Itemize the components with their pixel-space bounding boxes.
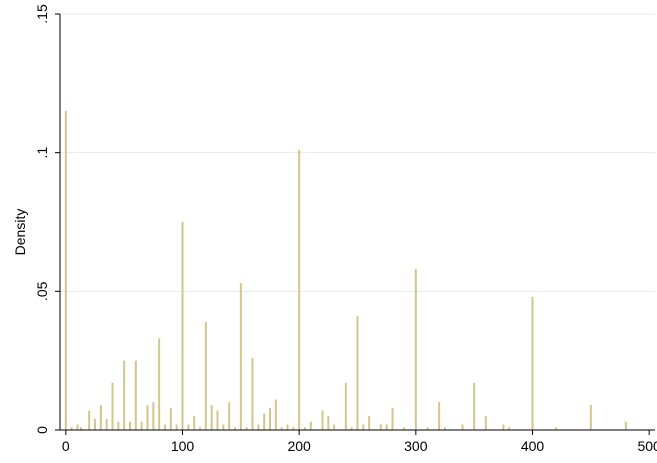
y-axis-ticks: 0 .05 .1 .15 [34, 4, 60, 434]
bar [152, 402, 155, 430]
bar [403, 427, 406, 430]
bar [169, 407, 172, 430]
bar [379, 424, 382, 430]
x-tick-label: 200 [287, 438, 311, 454]
bar [129, 421, 131, 430]
bar [263, 413, 266, 430]
x-tick-label: 400 [521, 438, 545, 454]
bar [222, 424, 225, 430]
bar [531, 296, 534, 430]
bar [473, 382, 476, 430]
bar [368, 416, 371, 430]
x-tick-label: 0 [62, 438, 70, 454]
bar [350, 427, 353, 430]
bar [385, 424, 388, 430]
bar [105, 418, 108, 430]
bar [344, 382, 347, 430]
bar [80, 427, 82, 430]
bar [292, 427, 295, 430]
bar [199, 427, 201, 430]
x-tick-label: 300 [404, 438, 428, 454]
bar [123, 360, 126, 430]
grid-lines [60, 13, 655, 292]
bar [362, 424, 365, 430]
bar [187, 424, 190, 430]
bar [589, 405, 592, 430]
bar [99, 405, 102, 430]
y-tick-label: 0 [34, 426, 50, 434]
bar [280, 427, 283, 430]
y-tick-label: .15 [34, 4, 50, 24]
bar [508, 427, 511, 430]
bar [502, 424, 505, 430]
bar [140, 421, 143, 430]
bar [94, 418, 96, 430]
bar [309, 421, 312, 430]
bar [228, 402, 231, 430]
bar [117, 421, 120, 430]
bar [333, 424, 336, 430]
bar [181, 222, 184, 430]
y-tick-label: .05 [34, 281, 50, 301]
bar [245, 427, 248, 430]
bar [210, 405, 213, 430]
y-axis-title: Density [12, 209, 28, 256]
y-tick-label: .1 [34, 147, 50, 159]
bars [64, 111, 627, 431]
bar [298, 149, 301, 431]
bar [391, 407, 394, 430]
bar [257, 424, 260, 430]
x-tick-label: 500 [637, 438, 657, 454]
bar [251, 357, 254, 430]
bar [484, 416, 487, 430]
bar [274, 399, 277, 430]
bar [64, 111, 67, 431]
bar [216, 410, 219, 430]
bar [134, 360, 137, 430]
bar [438, 402, 441, 430]
bar [414, 269, 417, 430]
bar [111, 382, 114, 430]
bar [234, 427, 236, 430]
bar [204, 321, 207, 430]
bar [193, 416, 196, 430]
x-axis-ticks: 0 100 200 300 400 500 [62, 430, 657, 454]
bar [327, 416, 330, 430]
bar [286, 424, 289, 430]
bar [76, 424, 79, 430]
bar [554, 427, 557, 430]
bar [356, 316, 359, 430]
bar [88, 410, 91, 430]
bar [461, 424, 464, 430]
bar [624, 421, 627, 430]
bar [269, 407, 271, 430]
bar [239, 283, 242, 430]
bar [426, 427, 429, 430]
x-tick-label: 100 [171, 438, 195, 454]
bar [304, 427, 306, 430]
bar [70, 427, 73, 430]
bar [444, 427, 446, 430]
bar [164, 424, 166, 430]
bar [146, 405, 149, 430]
bar [158, 338, 161, 430]
bar [321, 410, 324, 430]
bar [175, 424, 178, 430]
